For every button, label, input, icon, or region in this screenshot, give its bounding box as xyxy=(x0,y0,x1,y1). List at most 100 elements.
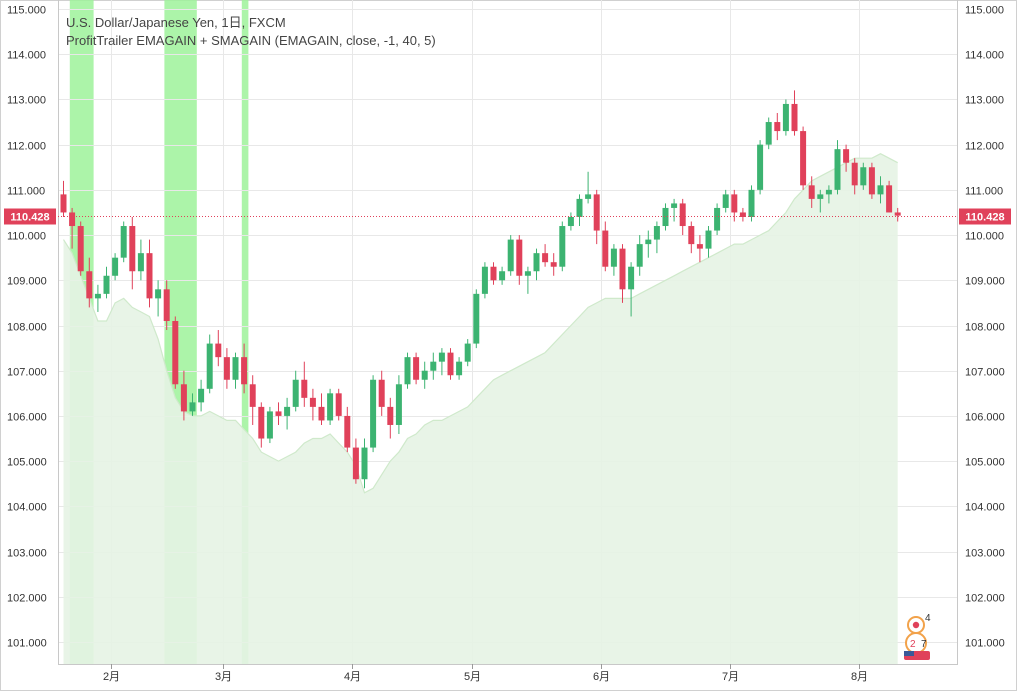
y-tick-label-right: 101.000 xyxy=(965,638,1005,650)
svg-text:4: 4 xyxy=(925,613,931,624)
candle-body xyxy=(714,207,721,231)
candle-body xyxy=(688,226,695,245)
candle-body xyxy=(473,293,480,344)
candle-body xyxy=(421,370,428,380)
candle-body xyxy=(765,122,772,145)
candle xyxy=(163,280,170,331)
candle xyxy=(825,185,832,204)
candle-body xyxy=(266,411,273,439)
y-tick-label-right: 108.000 xyxy=(965,322,1005,334)
candle-body xyxy=(413,357,420,380)
candle xyxy=(576,194,583,227)
candle xyxy=(103,266,110,299)
y-tick-label-left: 109.000 xyxy=(7,276,47,288)
last-price-label-left: 110.428 xyxy=(10,212,49,224)
candle xyxy=(335,388,342,421)
candle-body xyxy=(576,198,583,217)
candle-body xyxy=(886,185,893,213)
y-tick-label-left: 113.000 xyxy=(7,95,46,107)
candle xyxy=(585,171,592,204)
candle-body xyxy=(189,402,196,412)
candle xyxy=(722,189,729,213)
candle-body xyxy=(456,361,463,376)
y-tick-label-left: 115.000 xyxy=(7,5,46,17)
candle xyxy=(886,180,893,213)
candle xyxy=(198,379,205,412)
candle-body xyxy=(430,361,437,371)
candle xyxy=(421,361,428,389)
candle-body xyxy=(542,253,549,263)
indicator-area-line xyxy=(62,153,898,494)
candle-body xyxy=(894,212,901,216)
y-tick-label-left: 111.000 xyxy=(7,186,45,198)
candle xyxy=(301,361,308,407)
candle xyxy=(671,198,678,222)
candle-body xyxy=(671,203,678,208)
candle-body xyxy=(327,393,334,421)
candle-body xyxy=(593,194,600,231)
chart-title: U.S. Dollar/Japanese Yen, 1日, FXCM xyxy=(66,15,286,30)
candle xyxy=(387,397,394,439)
candle xyxy=(877,176,884,204)
candle xyxy=(241,343,248,394)
y-tick-label-right: 105.000 xyxy=(965,457,1005,469)
candle xyxy=(714,203,721,236)
candle xyxy=(137,239,144,281)
candle-body xyxy=(653,226,660,240)
candle-body xyxy=(567,216,574,227)
candle-body xyxy=(275,411,282,416)
candle-body xyxy=(94,293,101,299)
candle-body xyxy=(559,226,566,267)
candle xyxy=(782,99,789,136)
candle xyxy=(800,126,807,190)
candle xyxy=(370,375,377,453)
candle xyxy=(688,221,695,254)
candle xyxy=(447,348,454,380)
candle-body xyxy=(180,384,187,412)
candle xyxy=(180,370,187,421)
candle-body xyxy=(868,167,875,195)
y-tick-label-left: 108.000 xyxy=(7,322,47,334)
candle xyxy=(327,388,334,425)
candle xyxy=(860,162,867,190)
candle xyxy=(843,144,850,172)
y-tick-label-right: 103.000 xyxy=(965,548,1005,560)
candle xyxy=(352,438,359,484)
candle xyxy=(361,438,368,489)
candle xyxy=(60,180,67,217)
candle-body xyxy=(877,185,884,195)
y-tick-label-right: 112.000 xyxy=(965,141,1004,153)
candle xyxy=(112,253,119,281)
candle-body xyxy=(301,379,308,398)
candle-body xyxy=(490,266,497,281)
candle-body xyxy=(619,248,626,290)
candles xyxy=(60,90,901,489)
candle xyxy=(438,348,445,376)
candle xyxy=(868,162,875,199)
candle xyxy=(748,185,755,222)
candle-body xyxy=(739,212,746,217)
candle xyxy=(559,221,566,272)
candle-body xyxy=(800,131,807,186)
candle-body xyxy=(851,162,858,186)
candle xyxy=(851,158,858,195)
chart-legend: U.S. Dollar/Japanese Yen, 1日, FXCM Profi… xyxy=(66,14,436,50)
candle xyxy=(731,189,738,222)
candle xyxy=(413,352,420,385)
candle xyxy=(275,402,282,425)
candle-body xyxy=(361,447,368,480)
candle xyxy=(404,352,411,389)
candle xyxy=(817,189,824,213)
candle xyxy=(344,406,351,453)
candle-body xyxy=(645,239,652,245)
candle xyxy=(155,280,162,317)
y-tick-label-right: 107.000 xyxy=(965,367,1005,379)
candle-body xyxy=(843,149,850,163)
candle-body xyxy=(731,194,738,213)
candle-body xyxy=(791,103,798,132)
candle xyxy=(215,330,222,367)
last-price-marker: 110.428 110.428 xyxy=(4,208,1011,225)
tv-logo-icon[interactable]: 4 2 7 xyxy=(896,611,942,663)
candle xyxy=(249,375,256,425)
